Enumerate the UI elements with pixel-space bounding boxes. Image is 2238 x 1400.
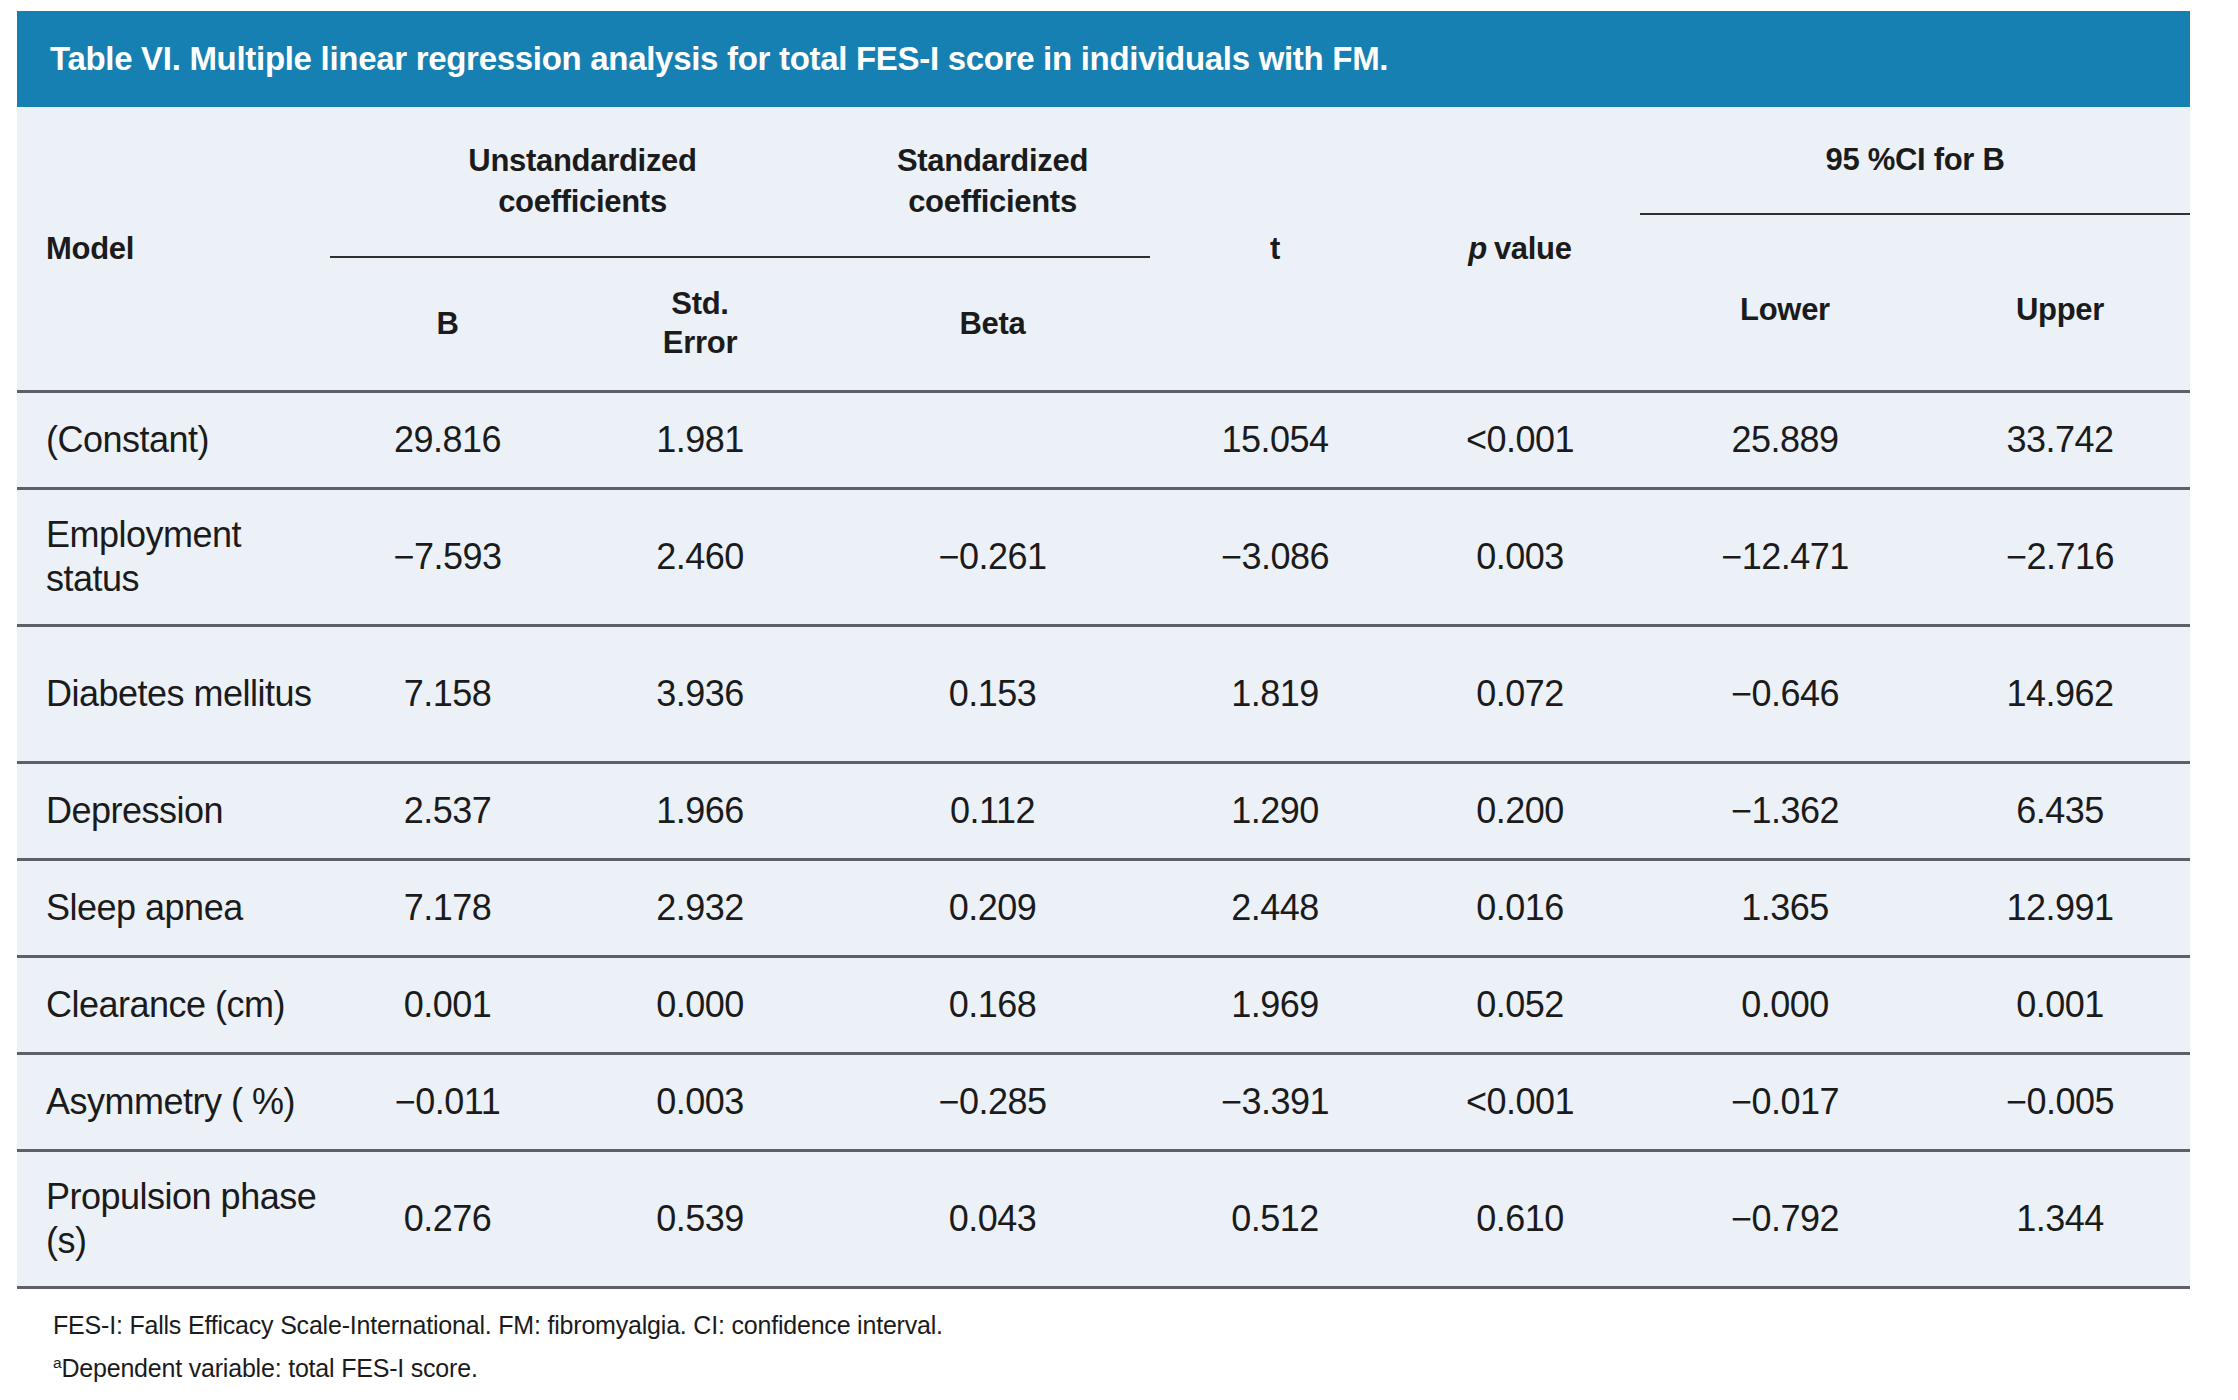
- cell-beta: 0.168: [835, 984, 1150, 1026]
- cell-std-error: 3.936: [565, 673, 835, 715]
- cell-t: 2.448: [1150, 887, 1400, 929]
- header-upper: Upper: [1930, 292, 2190, 328]
- row-label: Propulsion phase (s): [17, 1175, 330, 1263]
- cell-upper: 6.435: [1930, 790, 2190, 832]
- table-body: (Constant) 29.816 1.981 15.054 <0.001 25…: [17, 390, 2190, 1289]
- cell-t: −3.086: [1150, 536, 1400, 578]
- table-row-employment-status: Employment status −7.593 2.460 −0.261 −3…: [17, 487, 2190, 624]
- header-lower: Lower: [1640, 292, 1930, 328]
- page: Table VI. Multiple linear regression ana…: [0, 0, 2238, 1400]
- cell-b: 7.178: [330, 887, 565, 929]
- cell-std-error: 2.460: [565, 536, 835, 578]
- cell-lower: −1.362: [1640, 790, 1930, 832]
- cell-t: 1.290: [1150, 790, 1400, 832]
- table-vi: Table VI. Multiple linear regression ana…: [17, 11, 2190, 1289]
- footnote-abbreviations: FES-I: Falls Efficacy Scale-Internationa…: [53, 1307, 943, 1344]
- cell-lower: 0.000: [1640, 984, 1930, 1026]
- cell-beta: 0.209: [835, 887, 1150, 929]
- header-std-error: Std. Error: [565, 285, 835, 363]
- coefficients-group-titles: Unstandardized coefficients Standardized…: [330, 107, 1150, 256]
- header-model: Model: [17, 107, 330, 390]
- table-row-constant: (Constant) 29.816 1.981 15.054 <0.001 25…: [17, 390, 2190, 487]
- cell-beta: 0.153: [835, 673, 1150, 715]
- cell-b: 0.001: [330, 984, 565, 1026]
- header-unstandardized-coefficients: Unstandardized coefficients: [330, 141, 835, 222]
- cell-upper: 14.962: [1930, 673, 2190, 715]
- table-row-propulsion-phase: Propulsion phase (s) 0.276 0.539 0.043 0…: [17, 1149, 2190, 1286]
- ci-subheaders: Lower Upper: [1640, 215, 2190, 390]
- table-row-diabetes-mellitus: Diabetes mellitus 7.158 3.936 0.153 1.81…: [17, 624, 2190, 761]
- cell-lower: 25.889: [1640, 419, 1930, 461]
- cell-std-error: 0.539: [565, 1198, 835, 1240]
- cell-beta: −0.285: [835, 1081, 1150, 1123]
- cell-beta: 0.043: [835, 1198, 1150, 1240]
- cell-t: 0.512: [1150, 1198, 1400, 1240]
- row-label: Diabetes mellitus: [17, 672, 330, 716]
- cell-t: −3.391: [1150, 1081, 1400, 1123]
- row-label: Employment status: [17, 513, 330, 601]
- cell-lower: −0.017: [1640, 1081, 1930, 1123]
- table-title: Table VI. Multiple linear regression ana…: [50, 40, 1388, 78]
- cell-std-error: 1.981: [565, 419, 835, 461]
- cell-beta: −0.261: [835, 536, 1150, 578]
- cell-t: 1.969: [1150, 984, 1400, 1026]
- cell-upper: 12.991: [1930, 887, 2190, 929]
- cell-upper: 0.001: [1930, 984, 2190, 1026]
- cell-std-error: 2.932: [565, 887, 835, 929]
- footnotes: FES-I: Falls Efficacy Scale-Internationa…: [53, 1307, 943, 1387]
- cell-t: 1.819: [1150, 673, 1400, 715]
- header-b: B: [330, 305, 565, 344]
- cell-b: 0.276: [330, 1198, 565, 1240]
- cell-p: 0.003: [1400, 536, 1640, 578]
- cell-p: <0.001: [1400, 419, 1640, 461]
- cell-lower: −12.471: [1640, 536, 1930, 578]
- table-row-clearance: Clearance (cm) 0.001 0.000 0.168 1.969 0…: [17, 955, 2190, 1052]
- cell-b: −0.011: [330, 1081, 565, 1123]
- row-label: Clearance (cm): [17, 983, 330, 1027]
- cell-p: 0.610: [1400, 1198, 1640, 1240]
- cell-b: 7.158: [330, 673, 565, 715]
- cell-p: 0.052: [1400, 984, 1640, 1026]
- cell-beta: 0.112: [835, 790, 1150, 832]
- cell-lower: 1.365: [1640, 887, 1930, 929]
- cell-p: <0.001: [1400, 1081, 1640, 1123]
- table-row-sleep-apnea: Sleep apnea 7.178 2.932 0.209 2.448 0.01…: [17, 858, 2190, 955]
- p-italic: p: [1468, 231, 1487, 267]
- table-header: Model Unstandardized coefficients Standa…: [17, 107, 2190, 390]
- cell-upper: 1.344: [1930, 1198, 2190, 1240]
- header-p-value: pvalue: [1400, 107, 1640, 390]
- table-title-bar: Table VI. Multiple linear regression ana…: [17, 11, 2190, 107]
- header-beta: Beta: [835, 305, 1150, 344]
- p-rest: value: [1494, 231, 1572, 267]
- table-row-asymmetry: Asymmetry ( %) −0.011 0.003 −0.285 −3.39…: [17, 1052, 2190, 1149]
- header-t: t: [1150, 107, 1400, 390]
- row-label: (Constant): [17, 418, 330, 462]
- cell-upper: −2.716: [1930, 536, 2190, 578]
- header-ci-title: 95 %CI for B: [1640, 107, 2190, 213]
- cell-lower: −0.646: [1640, 673, 1930, 715]
- cell-std-error: 0.003: [565, 1081, 835, 1123]
- cell-std-error: 1.966: [565, 790, 835, 832]
- cell-b: 29.816: [330, 419, 565, 461]
- table-row-depression: Depression 2.537 1.966 0.112 1.290 0.200…: [17, 761, 2190, 858]
- header-standardized-coefficients: Standardized coefficients: [835, 141, 1150, 222]
- cell-p: 0.016: [1400, 887, 1640, 929]
- cell-t: 15.054: [1150, 419, 1400, 461]
- row-label: Sleep apnea: [17, 886, 330, 930]
- cell-std-error: 0.000: [565, 984, 835, 1026]
- cell-p: 0.072: [1400, 673, 1640, 715]
- cell-p: 0.200: [1400, 790, 1640, 832]
- footnote-dependent-variable: aDependent variable: total FES-I score.: [53, 1344, 943, 1387]
- cell-upper: −0.005: [1930, 1081, 2190, 1123]
- row-label: Asymmetry ( %): [17, 1080, 330, 1124]
- cell-b: 2.537: [330, 790, 565, 832]
- header-ci-group: 95 %CI for B Lower Upper: [1640, 107, 2190, 390]
- cell-b: −7.593: [330, 536, 565, 578]
- header-coefficients-group: Unstandardized coefficients Standardized…: [330, 107, 1150, 390]
- row-label: Depression: [17, 789, 330, 833]
- coefficients-subheaders: B Std. Error Beta: [330, 258, 1150, 390]
- cell-lower: −0.792: [1640, 1198, 1930, 1240]
- cell-upper: 33.742: [1930, 419, 2190, 461]
